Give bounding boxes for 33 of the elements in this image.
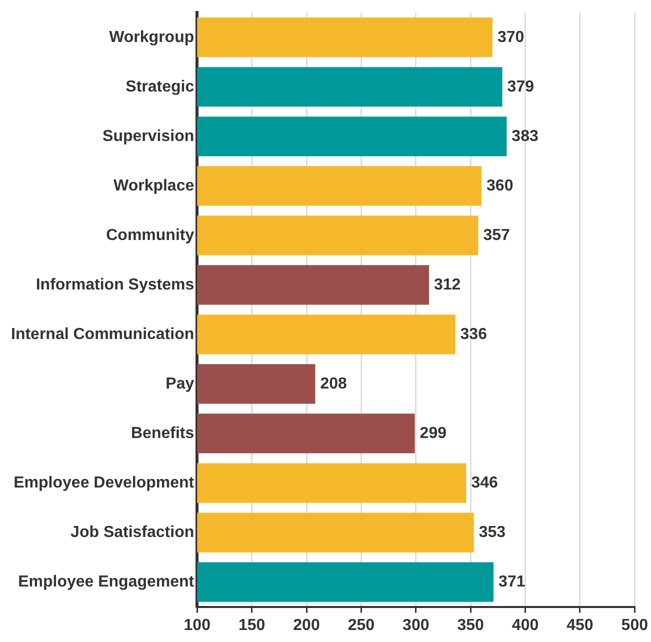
- y-tick-label: Internal Communication: [11, 326, 194, 343]
- y-tick-label: Community: [106, 226, 194, 244]
- x-tick-label: 350: [457, 616, 484, 634]
- y-tick-label: Employee Engagement: [18, 573, 195, 590]
- data-label: 208: [320, 375, 348, 392]
- data-label: 336: [460, 326, 488, 343]
- x-tick-label: 200: [293, 616, 320, 634]
- x-tick-label: 250: [348, 616, 375, 634]
- x-tick-label: 450: [566, 616, 594, 634]
- data-label: 383: [512, 128, 538, 145]
- x-tick-label: 400: [512, 616, 539, 634]
- data-label: 357: [483, 226, 510, 244]
- y-tick-label: Benefits: [131, 424, 194, 442]
- x-tick-label: 500: [621, 616, 648, 634]
- y-tick-label: Supervision: [102, 128, 194, 145]
- data-label: 370: [497, 28, 524, 46]
- data-label: 360: [486, 177, 514, 194]
- y-tick-label: Workplace: [114, 177, 194, 194]
- y-tick-label: Workgroup: [109, 28, 194, 46]
- y-tick-label: Information Systems: [36, 276, 194, 294]
- y-tick-label: Strategic: [126, 78, 194, 96]
- x-tick-label: 150: [238, 616, 266, 634]
- data-label: 346: [471, 474, 498, 492]
- x-tick-label: 100: [184, 616, 211, 634]
- data-label: 379: [507, 78, 534, 96]
- y-tick-label: Job Satisfaction: [70, 524, 194, 541]
- x-tick-label: 300: [402, 616, 430, 634]
- y-tick-label: Employee Development: [14, 474, 195, 492]
- y-tick-label: Pay: [166, 375, 194, 392]
- data-label: 371: [498, 573, 526, 590]
- data-label: 312: [434, 276, 461, 294]
- data-label: 353: [478, 524, 506, 541]
- data-label: 299: [420, 424, 447, 442]
